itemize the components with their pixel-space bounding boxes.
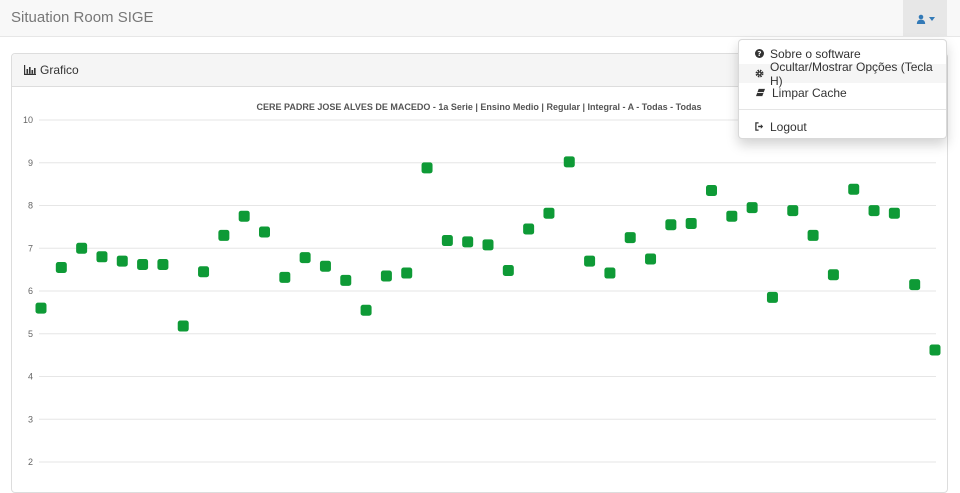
data-point[interactable] — [726, 210, 738, 222]
y-tick-label: 6 — [28, 286, 33, 296]
data-point[interactable] — [177, 320, 189, 332]
menu-item-clear-cache[interactable]: Limpar Cache — [739, 83, 946, 102]
navbar: Situation Room SIGE — [0, 0, 960, 37]
menu-item-label: Limpar Cache — [772, 85, 847, 100]
user-menu-toggle[interactable] — [903, 0, 947, 37]
data-point[interactable] — [604, 267, 616, 279]
bar-chart-icon — [24, 65, 36, 75]
user-icon — [916, 14, 925, 24]
data-point[interactable] — [462, 236, 474, 248]
chart-title: CERE PADRE JOSE ALVES DE MACEDO - 1a Ser… — [257, 102, 702, 112]
data-point[interactable] — [888, 207, 900, 219]
data-point[interactable] — [116, 255, 128, 267]
data-point[interactable] — [35, 302, 47, 314]
data-point[interactable] — [380, 270, 392, 282]
data-point[interactable] — [76, 242, 88, 254]
y-tick-label: 8 — [28, 201, 33, 211]
data-point[interactable] — [848, 183, 860, 195]
data-point[interactable] — [441, 235, 453, 247]
y-tick-label: 2 — [28, 457, 33, 467]
menu-item-label: Ocultar/Mostrar Opções (Tecla H) — [770, 59, 933, 88]
data-point[interactable] — [157, 258, 169, 270]
data-point[interactable] — [685, 217, 697, 229]
data-point[interactable] — [137, 258, 149, 270]
data-point[interactable] — [96, 251, 108, 263]
user-dropdown-menu: ? Sobre o software Ocultar/Mostrar Opçõe… — [738, 39, 947, 139]
data-point[interactable] — [421, 162, 433, 174]
panel-title: Grafico — [40, 63, 79, 77]
data-point[interactable] — [279, 271, 291, 283]
data-point[interactable] — [665, 219, 677, 231]
data-point[interactable] — [401, 267, 413, 279]
svg-text:?: ? — [757, 49, 761, 58]
chevron-down-icon — [928, 17, 935, 21]
data-point[interactable] — [543, 207, 555, 219]
y-tick-label: 9 — [28, 158, 33, 168]
question-circle-icon: ? — [755, 49, 764, 58]
menu-divider — [739, 109, 946, 110]
scatter-chart: 10 9 8 7 6 5 4 3 2 CERE PADRE JOSE ALVES DE MACE… — [23, 102, 941, 467]
data-point[interactable] — [259, 226, 270, 238]
y-tick-label: 4 — [28, 372, 33, 382]
y-tick-label: 5 — [28, 329, 33, 339]
data-point[interactable] — [807, 229, 819, 241]
data-point[interactable] — [218, 229, 230, 241]
data-point[interactable] — [787, 205, 799, 217]
data-point[interactable] — [198, 266, 210, 278]
y-tick-label: 3 — [28, 414, 33, 424]
data-point[interactable] — [746, 202, 758, 214]
data-point[interactable] — [340, 274, 352, 286]
data-point[interactable] — [563, 156, 575, 168]
brand-title[interactable]: Situation Room SIGE — [11, 9, 154, 26]
data-point[interactable] — [827, 269, 839, 281]
data-point[interactable] — [645, 253, 657, 265]
data-point[interactable] — [482, 239, 494, 251]
data-point[interactable] — [929, 344, 941, 356]
eraser-icon — [756, 88, 765, 97]
data-point[interactable] — [238, 210, 250, 222]
data-point[interactable] — [319, 260, 331, 272]
data-point[interactable] — [624, 232, 636, 244]
data-point[interactable] — [868, 205, 880, 217]
menu-item-label: Sobre o software — [770, 46, 861, 61]
data-point[interactable] — [766, 291, 778, 303]
data-point[interactable] — [299, 252, 311, 264]
data-point[interactable] — [502, 264, 514, 276]
cog-icon — [755, 69, 764, 78]
menu-item-toggle-options[interactable]: Ocultar/Mostrar Opções (Tecla H) — [739, 60, 946, 88]
menu-item-label: Logout — [770, 119, 807, 134]
data-point[interactable] — [706, 185, 717, 197]
data-point[interactable] — [55, 261, 67, 273]
data-point[interactable] — [523, 223, 535, 235]
data-point[interactable] — [360, 304, 372, 316]
menu-item-logout[interactable]: Logout — [739, 117, 946, 136]
y-tick-label: 10 — [23, 115, 33, 125]
logout-icon — [755, 122, 764, 131]
data-point[interactable] — [909, 279, 921, 291]
y-tick-label: 7 — [28, 243, 33, 253]
data-point[interactable] — [584, 255, 596, 267]
menu-item-about[interactable]: ? Sobre o software — [739, 44, 946, 63]
